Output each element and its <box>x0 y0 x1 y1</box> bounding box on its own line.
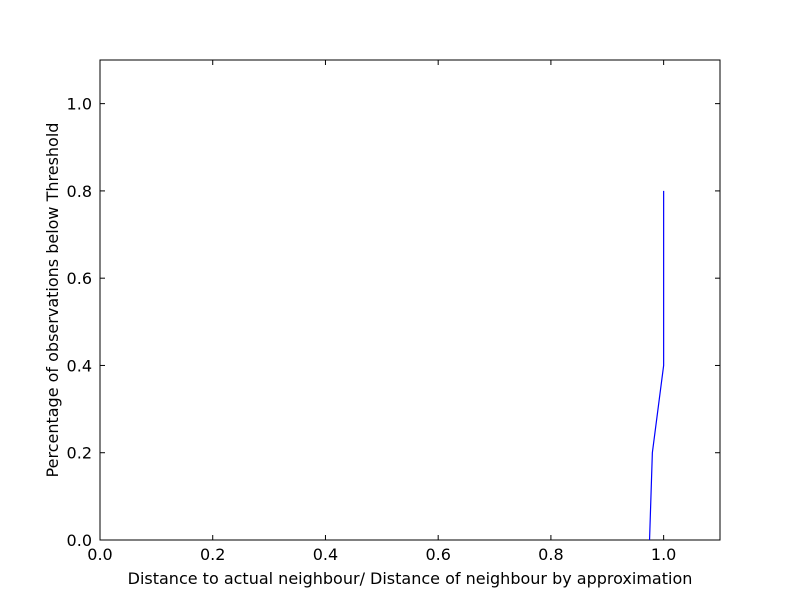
y-tick-label: 0.0 <box>67 531 92 550</box>
x-tick-label: 0.2 <box>200 545 225 564</box>
tick-layer: 0.0 0.2 0.4 0.6 0.8 1.0 0.0 0.2 0.4 0.6 0.8 1.0 <box>67 60 720 564</box>
y-tick-label: 0.8 <box>67 182 92 201</box>
x-tick-label: 0.6 <box>425 545 450 564</box>
y-axis-label: Percentage of observations below Thresho… <box>43 123 62 478</box>
plot-frame <box>99 59 721 541</box>
x-axis-label: Distance to actual neighbour/ Distance o… <box>128 569 693 588</box>
y-tick-label: 0.6 <box>67 269 92 288</box>
y-tick-label: 0.2 <box>67 444 92 463</box>
series-layer <box>648 190 665 541</box>
plot-area <box>99 59 721 541</box>
label-layer: Distance to actual neighbour/ Distance o… <box>43 123 692 588</box>
series-line-0 <box>648 190 665 541</box>
y-tick-label: 1.0 <box>67 95 92 114</box>
x-tick-label: 0.0 <box>87 545 112 564</box>
x-tick-label: 0.8 <box>538 545 563 564</box>
x-tick-label: 1.0 <box>651 545 676 564</box>
x-tick-label: 0.4 <box>313 545 338 564</box>
y-tick-label: 0.4 <box>67 356 92 375</box>
